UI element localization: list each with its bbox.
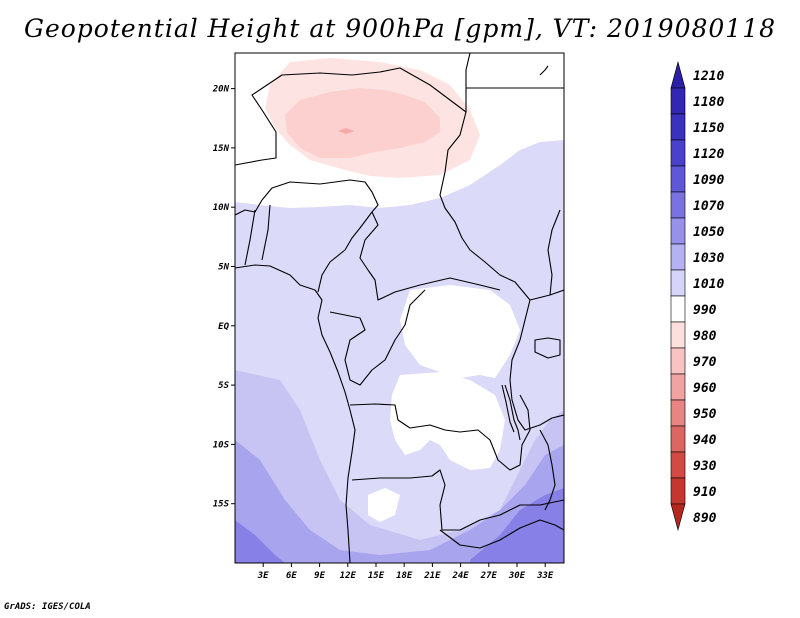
colorbar-swatch	[670, 425, 686, 453]
colorbar-swatch	[670, 217, 686, 245]
colorbar-swatch	[670, 87, 686, 115]
field-white-namibia	[368, 488, 400, 522]
lon-tick-label: 24E	[451, 571, 469, 581]
colorbar-bottom-arrow	[670, 503, 686, 532]
colorbar-swatch	[670, 191, 686, 219]
field-white-angola	[390, 372, 505, 470]
border-gabon-congo	[329, 289, 426, 386]
map-frame	[234, 52, 565, 564]
border-drc-angola	[349, 394, 531, 471]
lat-tick-label: 5S	[218, 381, 229, 391]
colorbar-swatch	[670, 139, 686, 167]
colorbar-swatch	[670, 373, 686, 401]
colorbar-swatch	[670, 347, 686, 375]
lon-tick-label: 30E	[508, 571, 526, 581]
lat-tick-label: 15S	[213, 500, 230, 510]
field-red-mid	[285, 88, 440, 158]
colorbar-swatch	[670, 269, 686, 297]
colorbar-swatch	[670, 165, 686, 193]
border-east-africa	[509, 299, 564, 431]
colorbar-swatch	[670, 113, 686, 141]
lon-tick-label: 15E	[368, 571, 385, 581]
border-sahel	[235, 53, 471, 166]
border-zambia-zimbabwe	[439, 519, 564, 549]
colorbar-label: 1050	[693, 225, 724, 240]
lon-tick-label: 33E	[536, 571, 554, 581]
border-malawi	[539, 429, 556, 511]
chart-title: Geopotential Height at 900hPa [gpm], VT:…	[23, 14, 777, 43]
border-angola-south	[351, 469, 564, 531]
lon-tick-label: 3E	[257, 571, 269, 581]
border-uganda	[534, 337, 561, 359]
colorbar-label: 970	[693, 355, 717, 370]
colorbar-label: 1090	[693, 173, 724, 188]
border-lakechad-sudan	[439, 111, 564, 301]
colorbar-label: 1210	[693, 69, 724, 84]
country-borders	[235, 53, 564, 563]
colorbar-label: 960	[693, 381, 717, 396]
lon-tick-label: 27E	[480, 571, 498, 581]
border-cameroon	[317, 211, 373, 293]
colorbar-label: 910	[693, 485, 717, 500]
lat-tick-label: 10N	[213, 203, 230, 213]
lon-tick-label: 6E	[286, 571, 297, 581]
colorbar-label: 1030	[693, 251, 724, 266]
colorbar: 1210 1180 1150 1120 1090 1070 1050 1030 1010 990 9…	[670, 60, 724, 532]
border-lake-tanganyika	[501, 384, 521, 441]
colorbar-label: 980	[693, 329, 717, 344]
lon-tick-label: 18E	[396, 571, 413, 581]
colorbar-label: 1120	[693, 147, 724, 162]
colorbar-swatch	[670, 295, 686, 323]
border-libya-east	[466, 65, 564, 89]
coastline-west	[235, 264, 356, 563]
lat-tick-label: 5N	[218, 262, 229, 272]
lon-tick-label: 12E	[340, 571, 357, 581]
border-ethiopia	[547, 209, 561, 296]
colorbar-label: 1150	[693, 121, 724, 136]
border-west-africa-small	[235, 199, 271, 266]
colorbar-swatch	[670, 451, 686, 479]
colorbar-label: 1010	[693, 277, 724, 292]
field-red-core	[338, 128, 354, 134]
credit-label: GrADS: IGES/COLA	[4, 602, 91, 612]
lat-tick-label: 15N	[213, 144, 230, 154]
colorbar-swatch	[670, 243, 686, 271]
colorbar-label: 950	[693, 407, 717, 422]
lon-tick-label: 21E	[423, 571, 441, 581]
field-mid-blue	[235, 440, 564, 563]
field-light-blue	[235, 370, 564, 563]
border-chad-car	[359, 211, 501, 301]
field-deep-blue-sw	[235, 520, 285, 563]
colorbar-top-arrow	[670, 60, 686, 89]
colorbar-label: 1070	[693, 199, 724, 214]
lat-tick-label: 20N	[212, 85, 230, 95]
colorbar-label: 1180	[693, 95, 724, 110]
colorbar-swatch	[670, 321, 686, 349]
colorbar-swatch	[670, 399, 686, 427]
colorbar-label: 890	[693, 511, 717, 526]
height-field	[235, 53, 564, 563]
lat-tick-label: 10S	[213, 440, 230, 450]
lon-tick-label: 9E	[314, 571, 325, 581]
colorbar-label: 930	[693, 459, 717, 474]
lat-tick-label: EQ	[218, 322, 229, 332]
longitude-axis: 3E 6E 9E 12E 15E 18E 21E 24E 27E 30E 33E	[257, 563, 554, 581]
latitude-axis: 20N 15N 10N 5N EQ 5S 10S 15S	[212, 85, 235, 510]
border-niger-nigeria	[261, 179, 379, 213]
colorbar-label: 990	[693, 303, 717, 318]
field-deep-blue-se	[470, 488, 564, 563]
colorbar-swatch	[670, 477, 686, 505]
field-white-congo	[400, 285, 520, 378]
colorbar-label: 940	[693, 433, 717, 448]
